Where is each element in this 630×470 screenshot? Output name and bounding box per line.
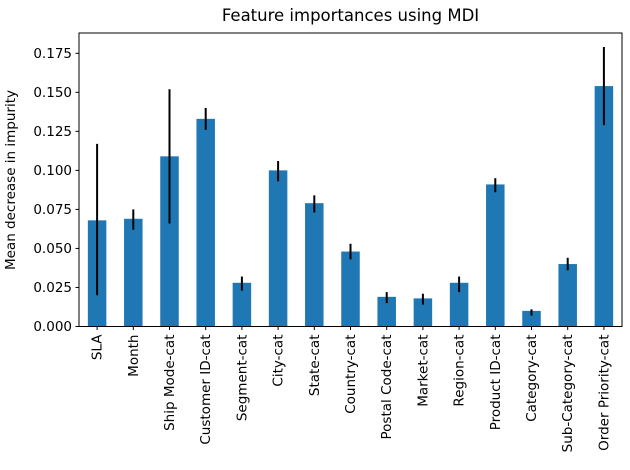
x-tick-label: Postal Code-cat [379,335,395,440]
y-tick-label: 0.100 [33,163,72,179]
bar [413,298,433,327]
plot-frame [78,32,623,327]
bar [449,282,469,327]
x-tick-label: Segment-cat [234,335,250,422]
bar [124,218,143,327]
bar [160,156,179,327]
y-tick-label: 0.050 [33,241,72,257]
y-tick-label: 0.075 [33,202,72,218]
x-tick-label: Product ID-cat [488,335,504,431]
y-tick-label: 0.125 [33,124,72,140]
x-tick-label: Category-cat [524,335,540,422]
y-tick-label: 0.175 [33,46,72,62]
x-tick-label: Ship Mode-cat [162,335,178,431]
bar [305,203,324,327]
bar [486,184,505,327]
y-tick-label: 0.000 [33,319,72,335]
bar [268,170,288,327]
x-tick-label: Sub-Category-cat [560,335,576,453]
x-tick-label: City-cat [271,335,287,387]
x-tick-label: SLA [90,334,106,360]
y-tick-label: 0.150 [33,85,72,101]
chart-title: Feature importances using MDI [221,6,480,25]
x-tick-label: Order Priority-cat [596,335,612,451]
bar [522,310,541,327]
y-tick-label: 0.025 [33,280,72,296]
x-tick-label: Market-cat [415,335,431,407]
bar [196,118,215,327]
bar [232,282,252,327]
x-tick-label: Customer ID-cat [198,335,214,445]
x-tick-label: Region-cat [452,334,468,406]
bar [341,251,360,327]
bar [558,264,577,327]
x-tick-label: State-cat [307,335,323,397]
bar [594,86,614,327]
x-tick-label: Month [126,335,142,377]
bar [377,296,396,327]
x-tick-label: Country-cat [343,335,359,414]
